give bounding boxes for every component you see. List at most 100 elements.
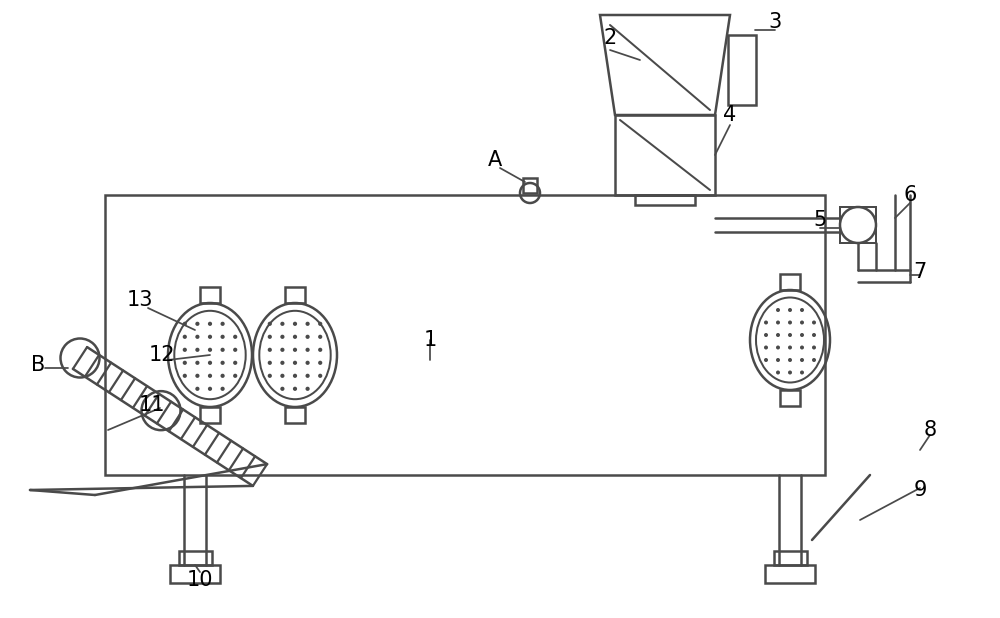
Circle shape — [318, 335, 322, 339]
Circle shape — [306, 361, 310, 365]
Circle shape — [220, 387, 225, 391]
Circle shape — [220, 322, 225, 326]
Text: 10: 10 — [187, 570, 213, 590]
Circle shape — [195, 322, 200, 326]
Circle shape — [233, 348, 237, 352]
Text: 4: 4 — [723, 105, 737, 125]
Circle shape — [183, 348, 187, 352]
Circle shape — [306, 322, 310, 326]
Circle shape — [788, 371, 792, 375]
Circle shape — [268, 348, 272, 352]
Circle shape — [195, 348, 200, 352]
Circle shape — [788, 308, 792, 312]
Circle shape — [800, 308, 804, 312]
Circle shape — [220, 374, 225, 378]
Circle shape — [800, 358, 804, 362]
Circle shape — [812, 345, 816, 350]
Circle shape — [280, 348, 285, 352]
Circle shape — [183, 361, 187, 365]
Circle shape — [800, 371, 804, 375]
Circle shape — [800, 345, 804, 350]
Circle shape — [318, 348, 322, 352]
Text: 12: 12 — [149, 345, 175, 365]
Circle shape — [776, 333, 780, 337]
Circle shape — [293, 322, 297, 326]
Bar — [780, 390, 800, 406]
Bar — [635, 195, 695, 205]
Circle shape — [195, 361, 200, 365]
Text: 2: 2 — [603, 28, 617, 48]
Circle shape — [318, 322, 322, 326]
Circle shape — [208, 322, 212, 326]
Circle shape — [183, 335, 187, 339]
Circle shape — [812, 321, 816, 324]
Bar — [728, 35, 756, 105]
Text: 1: 1 — [423, 330, 437, 350]
Circle shape — [776, 371, 780, 375]
Circle shape — [306, 335, 310, 339]
Circle shape — [220, 361, 225, 365]
Circle shape — [233, 335, 237, 339]
Circle shape — [306, 387, 310, 391]
Bar — [105, 195, 825, 475]
Text: 3: 3 — [768, 12, 782, 32]
Bar — [179, 551, 212, 565]
Circle shape — [764, 321, 768, 324]
Circle shape — [318, 374, 322, 378]
Text: 7: 7 — [913, 262, 927, 282]
Circle shape — [195, 335, 200, 339]
Bar — [765, 565, 815, 583]
Circle shape — [788, 358, 792, 362]
Circle shape — [293, 374, 297, 378]
Circle shape — [800, 321, 804, 324]
Bar — [200, 407, 220, 423]
Circle shape — [268, 335, 272, 339]
Circle shape — [268, 361, 272, 365]
Circle shape — [764, 358, 768, 362]
Circle shape — [208, 374, 212, 378]
Circle shape — [776, 358, 780, 362]
Text: 11: 11 — [139, 395, 165, 415]
Circle shape — [788, 345, 792, 350]
Circle shape — [183, 374, 187, 378]
Circle shape — [812, 358, 816, 362]
Circle shape — [776, 308, 780, 312]
Text: 13: 13 — [127, 290, 153, 310]
Circle shape — [764, 333, 768, 337]
Circle shape — [220, 348, 225, 352]
Bar — [615, 115, 715, 195]
Bar — [285, 407, 305, 423]
Text: 6: 6 — [903, 185, 917, 205]
Bar — [780, 274, 800, 290]
Circle shape — [233, 374, 237, 378]
Bar — [200, 287, 220, 303]
Circle shape — [208, 387, 212, 391]
Circle shape — [195, 387, 200, 391]
Text: 5: 5 — [813, 210, 827, 230]
Circle shape — [764, 345, 768, 350]
Circle shape — [293, 387, 297, 391]
Circle shape — [318, 361, 322, 365]
Bar — [840, 207, 876, 243]
Circle shape — [268, 374, 272, 378]
Circle shape — [208, 335, 212, 339]
Circle shape — [280, 361, 285, 365]
Circle shape — [306, 348, 310, 352]
Circle shape — [208, 348, 212, 352]
Circle shape — [788, 321, 792, 324]
Circle shape — [800, 333, 804, 337]
Circle shape — [233, 361, 237, 365]
Circle shape — [812, 333, 816, 337]
Circle shape — [306, 374, 310, 378]
Circle shape — [208, 361, 212, 365]
Circle shape — [280, 387, 285, 391]
Text: 8: 8 — [923, 420, 937, 440]
Circle shape — [293, 335, 297, 339]
Text: B: B — [31, 355, 45, 375]
Bar — [285, 287, 305, 303]
Circle shape — [776, 345, 780, 350]
Circle shape — [788, 333, 792, 337]
Circle shape — [280, 335, 285, 339]
Circle shape — [280, 322, 285, 326]
Circle shape — [268, 322, 272, 326]
